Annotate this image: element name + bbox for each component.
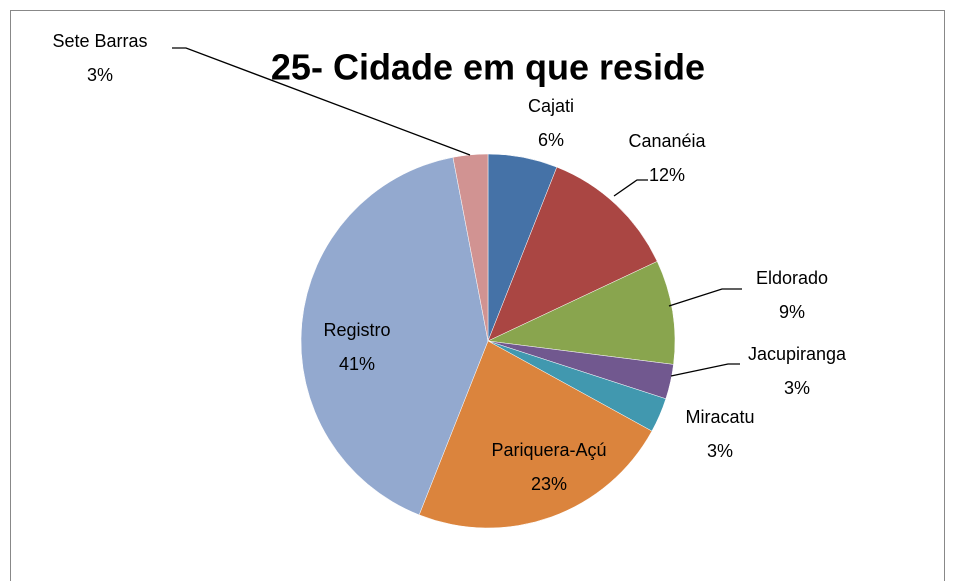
slice-value-label: 3% (784, 378, 810, 398)
leader-line (668, 288, 742, 307)
slice-label: Pariquera-Açú (491, 440, 606, 460)
slice-label: Miracatu (685, 407, 754, 427)
slice-label: Jacupiranga (748, 344, 847, 364)
slice-label: Cajati (528, 96, 574, 116)
slice-value-label: 23% (531, 474, 567, 494)
slice-label: Registro (323, 320, 390, 340)
chart-title: 25- Cidade em que reside (271, 47, 705, 88)
slice-label: Sete Barras (52, 31, 147, 51)
slice-value-label: 12% (649, 165, 685, 185)
leader-line (172, 47, 471, 156)
slice-label: Cananéia (628, 131, 706, 151)
pie-slice (487, 261, 676, 365)
slice-value-label: 3% (707, 441, 733, 461)
pie-slice (487, 166, 658, 342)
leader-line (670, 363, 740, 377)
chart-border (10, 10, 945, 581)
slice-value-label: 6% (538, 130, 564, 150)
pie-slice (418, 340, 653, 529)
slice-value-label: 41% (339, 354, 375, 374)
slice-value-label: 9% (779, 302, 805, 322)
slice-label: Eldorado (756, 268, 828, 288)
pie-slice (300, 157, 489, 516)
leader-line (613, 179, 648, 197)
pie-slice (452, 153, 489, 342)
slice-value-label: 3% (87, 65, 113, 85)
